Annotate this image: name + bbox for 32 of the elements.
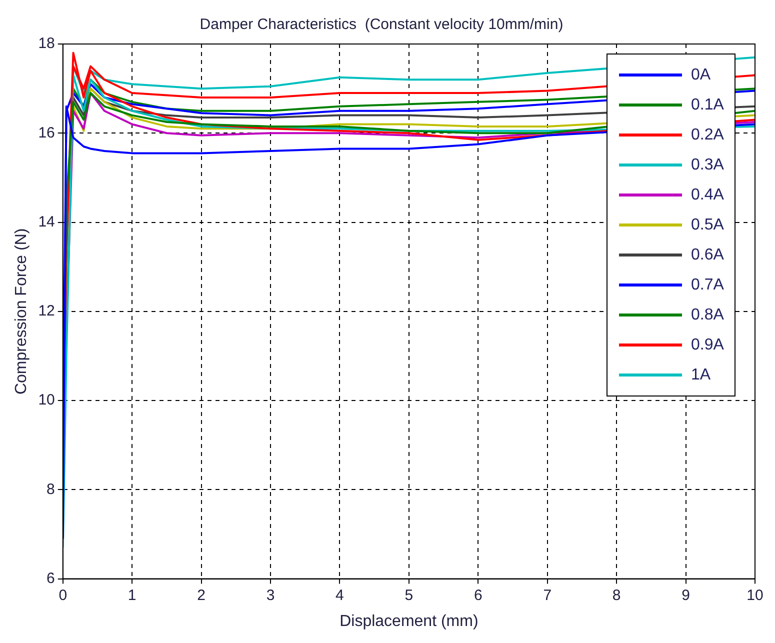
y-tick-label: 8 (46, 480, 55, 498)
y-tick-label: 16 (38, 124, 55, 142)
y-tick-label: 6 (46, 570, 55, 587)
legend-label: 1A (691, 366, 711, 384)
legend-label: 0.1A (691, 96, 724, 114)
y-tick-label: 10 (38, 392, 55, 409)
x-tick-label: 3 (266, 586, 275, 604)
legend-label: 0.6A (691, 246, 724, 264)
legend-label: 0.7A (691, 276, 724, 294)
x-tick-label: 7 (543, 586, 552, 604)
x-tick-label: 10 (746, 586, 764, 604)
y-tick-label: 12 (38, 302, 55, 320)
x-tick-label: 2 (197, 586, 206, 604)
legend-label: 0.3A (691, 156, 724, 174)
x-tick-label: 5 (404, 586, 414, 604)
x-tick-label: 8 (612, 586, 621, 604)
legend-label: 0.4A (691, 186, 724, 204)
chart-title: Damper Characteristics (Constant velocity 10mm/min) (200, 16, 564, 34)
x-tick-label: 9 (682, 586, 690, 604)
x-tick-label: 0 (58, 586, 68, 604)
legend-label: 0.8A (691, 306, 724, 324)
x-tick-label: 4 (336, 586, 344, 604)
x-tick-label: 1 (128, 586, 136, 604)
x-axis-title: Displacement (mm) (340, 612, 478, 630)
y-tick-label: 14 (38, 213, 55, 230)
y-axis-title: Compression Force (N) (13, 228, 30, 395)
x-tick-label: 6 (474, 586, 482, 604)
legend-label: 0.9A (691, 336, 724, 354)
legend-label: 0.2A (691, 126, 724, 144)
y-tick-label: 18 (38, 35, 55, 52)
legend-label: 0.5A (691, 216, 724, 234)
legend-label: 0A (691, 66, 711, 84)
